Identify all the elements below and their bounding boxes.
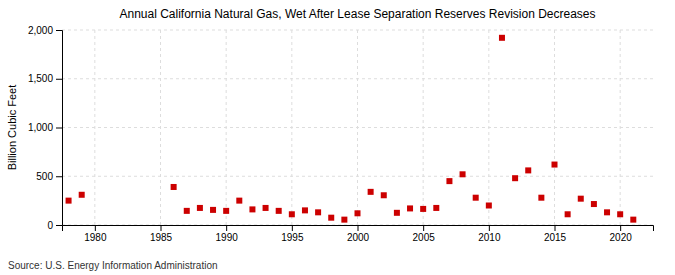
point [171,184,177,190]
tick-label: 1990 [216,232,239,243]
point [184,208,190,214]
grid-line-y [62,176,653,177]
tick-mark [620,225,621,231]
tick-label: 1995 [281,232,304,243]
tick: 1980 [84,225,107,243]
point [433,205,439,211]
chart: 1980 1985 1990 1995 2000 2005 2010 2015 2020 0 500… [0,0,675,275]
point [263,205,269,211]
point [341,217,347,223]
point [565,211,571,217]
tick-label: 2020 [610,232,633,243]
point [578,196,584,202]
tick-mark [56,176,62,177]
tick-mark [292,225,293,231]
point [249,206,255,212]
point [446,178,452,184]
tick-mark [555,225,556,231]
point [420,206,426,212]
point [552,162,558,168]
y-axis: 0 500 1,000 1,500 2,000 [28,25,63,231]
point [617,211,623,217]
tick-mark [56,225,62,226]
point [486,203,492,209]
tick-label: 1,000 [28,122,53,133]
grid-line-y [62,30,653,31]
tick-mark [56,128,62,129]
tick-label: 1980 [84,232,107,243]
tick: 2010 [478,225,501,243]
point [355,210,361,216]
point [604,209,610,215]
tick: 1995 [281,225,304,243]
title: Annual California Natural Gas, Wet After… [119,7,595,21]
tick-label: 2015 [544,232,567,243]
tick-label: 2005 [413,232,436,243]
tick-label: 2010 [478,232,501,243]
tick: 1,000 [28,122,62,133]
point [538,195,544,201]
tick-label: 1985 [150,232,173,243]
tick-mark [161,225,162,231]
tick: 0 [47,220,62,231]
tick: 2,000 [28,25,62,36]
point [460,171,466,177]
tick-label: 0 [47,220,53,231]
tick: 500 [36,171,62,182]
point [197,205,203,211]
point [236,198,242,204]
tick: 2020 [610,225,633,243]
axis-line [63,226,654,232]
annotation: Source: U.S. Energy Information Administ… [8,260,218,271]
points [66,35,637,223]
tick: 2015 [544,225,567,243]
tick-label: 2,000 [28,25,53,36]
point [394,210,400,216]
point [525,167,531,173]
tick: 1,500 [28,73,62,84]
tick-mark [489,225,490,231]
point [328,215,334,221]
tick-label: 2000 [347,232,370,243]
point [591,201,597,207]
point [302,207,308,213]
tick-mark [226,225,227,231]
point [289,211,295,217]
point [210,207,216,213]
grid [62,30,653,225]
grid-line-y [62,78,653,79]
axis-line [56,31,63,226]
y-axis-title: Billion Cubic Feet [6,85,18,171]
tick-mark [56,79,62,80]
point [630,217,636,223]
tick: 2000 [347,225,370,243]
tick-mark [358,225,359,231]
tick-mark [56,30,62,31]
point [79,192,85,198]
tick: 1985 [150,225,173,243]
point [381,192,387,198]
tick: 1990 [216,225,239,243]
tick: 2005 [413,225,436,243]
point [223,208,229,214]
tick-label: 1,500 [28,73,53,84]
tick-label: 500 [36,171,53,182]
point [276,208,282,214]
point [499,35,505,41]
point [315,209,321,215]
tick-mark [95,225,96,231]
tick-mark [423,225,424,231]
point [368,189,374,195]
grid-line-y [62,127,653,128]
point [66,198,72,204]
x-axis: 1980 1985 1990 1995 2000 2005 2010 2015 2020 [63,225,654,243]
point [512,175,518,181]
point [473,195,479,201]
point [407,205,413,211]
plot: 1980 1985 1990 1995 2000 2005 2010 2015 2020 0 500… [28,25,654,243]
